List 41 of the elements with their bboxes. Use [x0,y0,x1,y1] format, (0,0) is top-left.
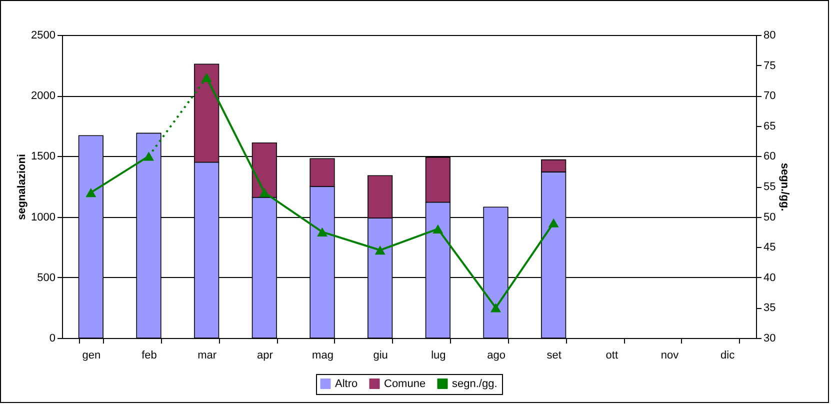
point [548,218,559,228]
x-tick-label: feb [142,350,157,362]
y2-tick-label: 60 [764,150,776,163]
point [374,246,386,255]
x-tick-label: mar [198,350,217,362]
y2-tick-label: 45 [764,242,776,254]
point [201,72,212,82]
y-tick-label: 500 [37,272,56,284]
point [490,303,501,312]
y-tick-label: 0 [49,332,56,344]
x-tick-label: giu [373,350,388,362]
y2-tick-label: 65 [764,120,776,132]
y2-axis-title: segn./gg. [778,162,791,212]
x-tick-label: nov [660,350,680,362]
legend-label: Comune [384,378,426,390]
point [259,188,270,198]
y2-tick-label: 75 [764,60,776,72]
y-tick-label: 1500 [31,150,56,163]
point [317,227,328,236]
y-tick-label: 2000 [31,90,56,102]
y2-tick-label: 50 [764,211,776,224]
legend-label: segn./gg. [452,378,498,390]
y2-tick-label: 55 [764,181,776,193]
x-tick-label: set [546,350,562,362]
x-tick-label: lug [431,350,446,362]
y2-tick-label: 40 [764,272,776,284]
x-tick-label: ago [487,350,506,362]
point [432,224,444,234]
x-tick-label: dic [720,350,736,362]
y-tick-label: 1000 [31,211,56,224]
x-tick-label: mag [312,350,334,362]
x-tick-label: ott [606,350,618,362]
legend-label: Altro [335,378,358,390]
x-tick-label: apr [256,350,274,362]
y2-tick-label: 30 [764,332,776,344]
y2-tick-label: 70 [764,90,776,102]
y2-tick-label: 80 [764,30,776,42]
y-tick-label: 2500 [31,30,56,42]
x-tick-label: gen [82,350,101,362]
y2-tick-label: 35 [764,302,776,314]
y-axis-title: segnalazioni [16,154,28,220]
